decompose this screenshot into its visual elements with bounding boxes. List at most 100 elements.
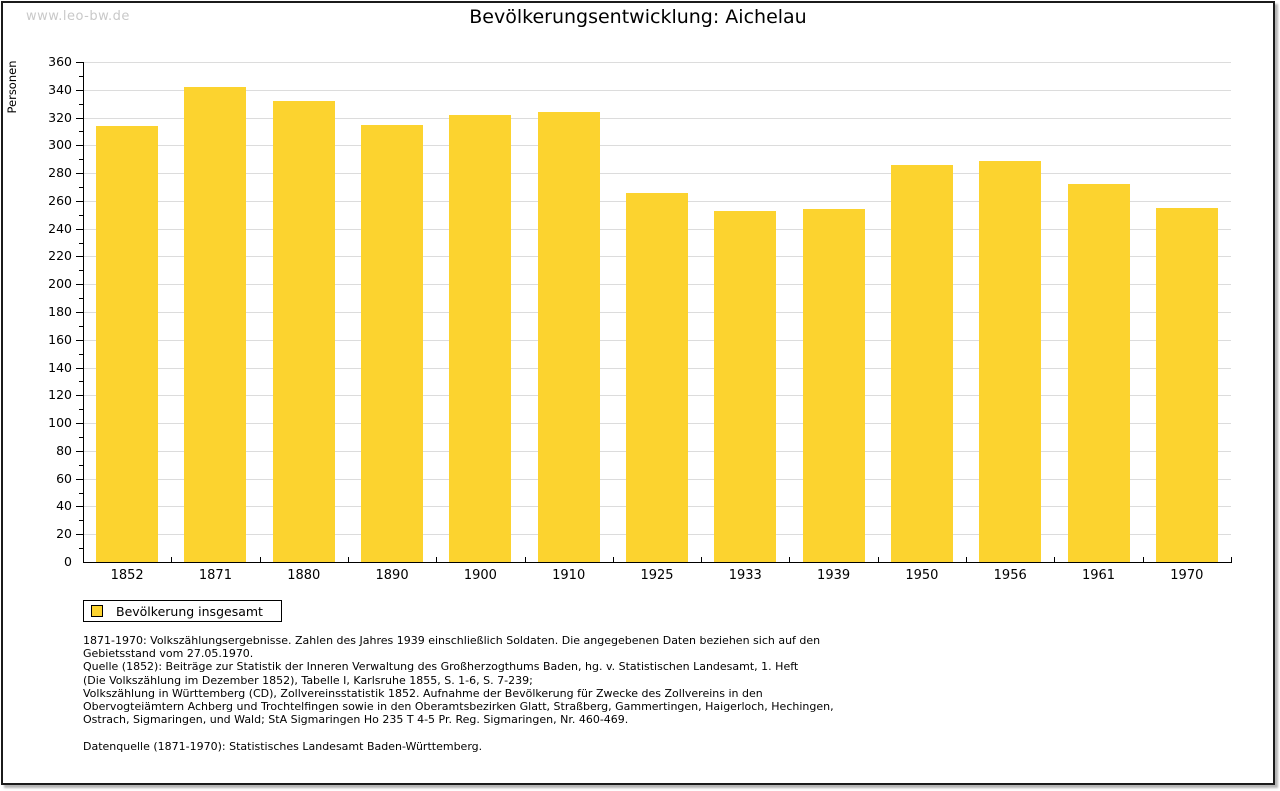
x-axis-label-1871: 1871 xyxy=(198,568,232,583)
footnote-line-1: 1871-1970: Volkszählungsergebnisse. Zahl… xyxy=(83,634,821,647)
x-tick-6 xyxy=(612,557,614,562)
y-tick-70 xyxy=(79,464,83,466)
y-axis-label-140: 140 xyxy=(48,359,72,375)
y-axis-label-340: 340 xyxy=(48,81,72,97)
y-tick-210 xyxy=(79,270,83,272)
x-axis-label-1852: 1852 xyxy=(110,568,144,583)
bar-1970 xyxy=(1155,207,1218,562)
x-tick-13 xyxy=(1231,557,1232,562)
y-tick-10 xyxy=(79,548,83,550)
x-axis-label-1890: 1890 xyxy=(375,568,409,583)
x-tick-4 xyxy=(436,557,438,562)
y-axis-line xyxy=(83,62,84,563)
x-axis-label-1933: 1933 xyxy=(728,568,762,583)
y-tick-160 xyxy=(76,339,83,341)
footnote-line-6: Obervogteiämtern Achberg und Trochtelfin… xyxy=(83,700,834,714)
footnote-line-9: Datenquelle (1871-1970): Statistisches L… xyxy=(83,739,483,753)
y-tick-250 xyxy=(79,214,83,216)
bar-1910 xyxy=(537,112,600,562)
y-tick-310 xyxy=(79,131,83,133)
x-axis-label-1956: 1956 xyxy=(993,568,1027,583)
y-tick-340 xyxy=(76,89,83,91)
x-tick-3 xyxy=(347,557,349,562)
y-axis-label-200: 200 xyxy=(48,276,72,292)
y-tick-320 xyxy=(76,117,83,119)
y-tick-120 xyxy=(76,395,83,397)
y-axis-label-100: 100 xyxy=(48,415,72,431)
gridline-y-300 xyxy=(84,145,1231,147)
bar-1890 xyxy=(361,124,424,562)
bar-1961 xyxy=(1067,184,1130,562)
y-tick-360 xyxy=(76,62,83,63)
x-tick-8 xyxy=(789,557,791,562)
y-axis-label-260: 260 xyxy=(48,192,72,208)
y-tick-60 xyxy=(76,478,83,480)
y-axis-label-280: 280 xyxy=(48,165,72,181)
x-tick-1 xyxy=(171,557,173,562)
x-axis-line xyxy=(83,562,1232,563)
x-axis-label-1880: 1880 xyxy=(287,568,321,583)
y-tick-190 xyxy=(79,298,83,300)
bar-1933 xyxy=(714,210,777,562)
y-tick-230 xyxy=(79,242,83,244)
footnote-line-5: Volkszählung in Württemberg (CD), Zollve… xyxy=(83,686,763,700)
y-axis-label-60: 60 xyxy=(56,470,72,486)
legend: Bevölkerung insgesamt xyxy=(83,600,282,622)
y-tick-220 xyxy=(76,256,83,258)
plot-area: 0 20 40 60 80 100 120 140 160 180 200 220 240 260 280 3… xyxy=(3,3,1273,783)
x-tick-2 xyxy=(259,557,261,562)
bar-1925 xyxy=(626,192,688,562)
y-tick-110 xyxy=(79,409,83,411)
bar-1880 xyxy=(272,100,335,562)
y-tick-130 xyxy=(79,381,83,383)
y-tick-240 xyxy=(76,228,83,230)
y-tick-330 xyxy=(79,103,83,105)
watermark: www.leo-bw.de xyxy=(26,9,130,24)
footnote-line-7: Ostrach, Sigmaringen, und Wald; StA Sigm… xyxy=(83,713,629,727)
x-tick-7 xyxy=(701,557,703,562)
bar-1939 xyxy=(802,209,865,562)
y-axis-label-0: 0 xyxy=(64,554,72,569)
y-axis-label-80: 80 xyxy=(56,442,72,458)
y-axis-label-180: 180 xyxy=(48,304,72,319)
gridline-y-360 xyxy=(84,62,1231,63)
y-tick-50 xyxy=(79,492,83,494)
x-axis-label-1910: 1910 xyxy=(552,568,586,583)
y-tick-350 xyxy=(79,75,83,77)
y-axis-label-220: 220 xyxy=(48,248,72,264)
y-tick-170 xyxy=(79,325,83,327)
y-tick-40 xyxy=(76,506,83,508)
y-axis-label-20: 20 xyxy=(56,526,72,542)
x-axis-label-1900: 1900 xyxy=(463,568,497,583)
bar-1950 xyxy=(890,164,953,562)
y-tick-140 xyxy=(76,367,83,369)
x-tick-12 xyxy=(1142,557,1144,562)
y-axis-label-40: 40 xyxy=(56,498,72,514)
x-axis-label-1939: 1939 xyxy=(817,568,851,583)
y-tick-30 xyxy=(79,520,83,522)
y-tick-270 xyxy=(79,187,83,188)
x-tick-9 xyxy=(877,557,879,562)
gridline-y-280 xyxy=(84,173,1231,175)
y-tick-180 xyxy=(76,312,83,313)
y-tick-260 xyxy=(76,200,83,202)
footnote-line-8 xyxy=(83,726,1223,739)
y-tick-80 xyxy=(76,450,83,452)
y-axis-label-240: 240 xyxy=(48,220,72,236)
x-axis-label-1925: 1925 xyxy=(640,568,674,583)
x-tick-11 xyxy=(1054,557,1056,562)
gridline-y-340 xyxy=(84,89,1231,91)
bar-1956 xyxy=(979,160,1042,562)
bar-1900 xyxy=(449,114,512,562)
page-title: Bevölkerungsentwicklung: Aichelau xyxy=(469,6,807,28)
y-tick-20 xyxy=(76,534,83,536)
x-axis-label-1950: 1950 xyxy=(905,568,939,583)
y-tick-300 xyxy=(76,145,83,147)
y-axis-title: Personen xyxy=(5,60,19,114)
bar-1852 xyxy=(96,125,159,562)
legend-label: Bevölkerung insgesamt xyxy=(116,603,263,619)
y-axis-label-320: 320 xyxy=(48,109,72,125)
y-axis-label-360: 360 xyxy=(48,54,72,69)
footnote-line-4: (Die Volkszählung im Dezember 1852), Tab… xyxy=(83,673,533,687)
